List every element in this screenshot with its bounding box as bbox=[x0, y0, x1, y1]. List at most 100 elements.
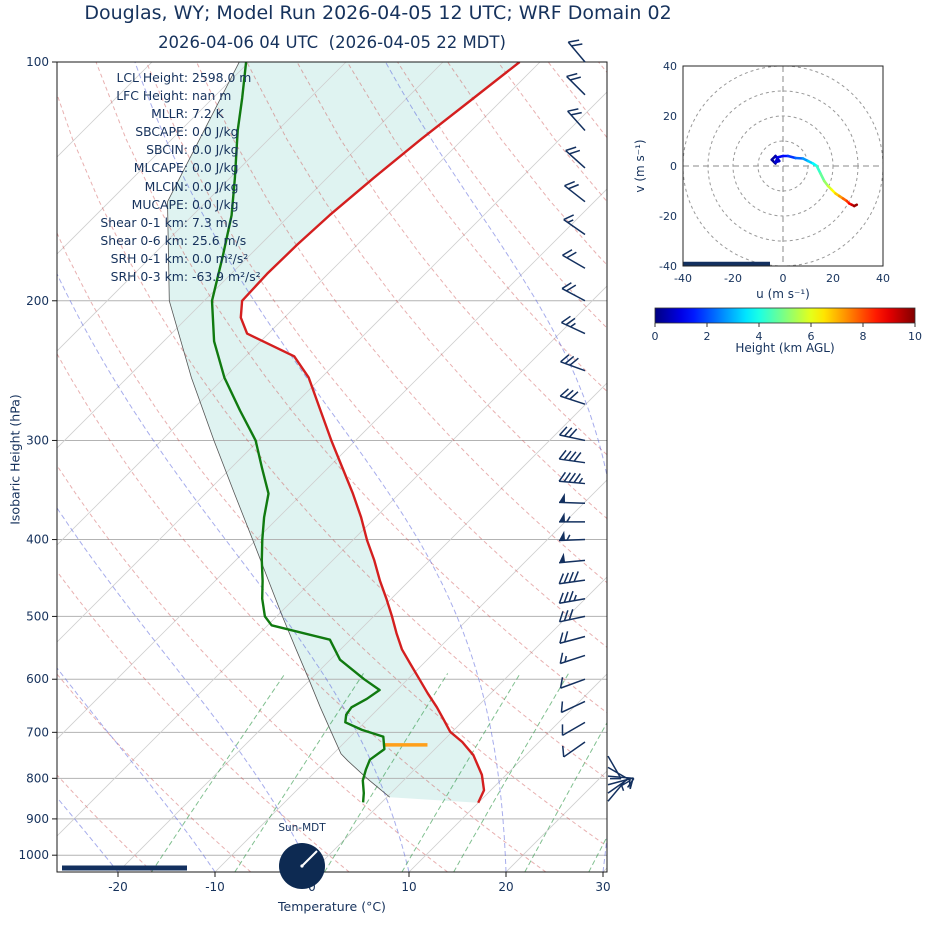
skewt-x-axis-label: Temperature (°C) bbox=[278, 899, 386, 914]
stat-label: Shear 0-1 km: bbox=[100, 214, 188, 230]
wind-barb bbox=[558, 609, 586, 623]
moist-adiabat-line bbox=[797, 62, 928, 872]
wind-barb bbox=[559, 631, 586, 644]
stat-label: MLCIN: bbox=[144, 178, 188, 194]
isotherm-gridline bbox=[57, 62, 444, 449]
y-tick-label: 300 bbox=[26, 433, 49, 447]
parcel-profile-line bbox=[167, 62, 390, 798]
wind-barb bbox=[559, 652, 586, 665]
height-colorbar: 0 2 4 6 8 10 bbox=[652, 307, 922, 343]
wind-barb bbox=[561, 315, 586, 335]
hodograph-y-tick-label: 0 bbox=[670, 160, 677, 173]
sounding-stats-panel: LCL Height: 2598.0 m LFC Height: nan m MLLR:… bbox=[60, 69, 261, 286]
stat-value: 0.0 J/kg bbox=[192, 124, 239, 140]
y-tick-label: 800 bbox=[26, 771, 49, 785]
stat-row: SBCIN: 0.0 J/kg bbox=[60, 141, 261, 159]
isotherm-gridline bbox=[408, 673, 607, 872]
stat-label: SRH 0-1 km: bbox=[110, 250, 188, 266]
mixing-ratio-line bbox=[151, 673, 286, 872]
dry-adiabat-line bbox=[547, 62, 607, 139]
dry-adiabat-line bbox=[397, 62, 607, 329]
colorbar-tick-label: 4 bbox=[756, 330, 763, 343]
wind-barb bbox=[607, 755, 622, 780]
y-tick-label: 500 bbox=[26, 609, 49, 623]
y-tick-label: 700 bbox=[26, 725, 49, 739]
hodograph-trace-segment bbox=[852, 203, 859, 208]
stat-label: MLCAPE: bbox=[133, 160, 188, 176]
skewt-axes: 100 200 300 400 500 600 700 800 900 1000 -20 -10 0 10… bbox=[18, 55, 610, 894]
wind-barb bbox=[563, 214, 586, 236]
mixing-ratio-line bbox=[234, 673, 364, 872]
colorbar-tick-label: 8 bbox=[860, 330, 867, 343]
stat-row: Shear 0-6 km: 25.6 m/s bbox=[60, 232, 261, 250]
wind-barb bbox=[559, 512, 585, 523]
dry-adiabat-line bbox=[447, 62, 607, 266]
dry-adiabat-line bbox=[145, 62, 607, 649]
stat-label: MUCAPE: bbox=[131, 196, 188, 212]
dry-adiabat-line bbox=[57, 92, 607, 780]
hodograph-trace-segment bbox=[819, 172, 826, 183]
stat-value: 0.0 m²/s² bbox=[192, 250, 249, 266]
wind-barb bbox=[558, 471, 586, 485]
hodograph-v-axis-label: v (m s⁻¹) bbox=[633, 139, 647, 193]
hodograph-range-ring bbox=[707, 90, 859, 242]
stat-row: SRH 0-1 km: 0.0 m²/s² bbox=[60, 250, 261, 268]
cin-shaded-area bbox=[167, 62, 520, 803]
dry-adiabat-line bbox=[196, 62, 607, 584]
y-tick-label: 900 bbox=[26, 812, 49, 826]
wind-barb bbox=[558, 571, 586, 585]
stat-value: 0.0 J/kg bbox=[192, 160, 239, 176]
hodograph-y-tick-label: 40 bbox=[663, 60, 677, 73]
y-tick-label: 1000 bbox=[18, 848, 49, 862]
hodograph-x-tick-label: 0 bbox=[780, 272, 787, 285]
stat-row: SRH 0-3 km: -63.9 m²/s² bbox=[60, 268, 261, 286]
mixing-ratio-line bbox=[453, 673, 570, 872]
stat-row: LFC Height: nan m bbox=[60, 87, 261, 105]
dry-adiabat-line bbox=[95, 62, 607, 714]
stat-row: SBCAPE: 0.0 J/kg bbox=[60, 123, 261, 141]
y-tick-label: 100 bbox=[26, 55, 49, 69]
hodograph-x-tick-label: -40 bbox=[674, 272, 692, 285]
stat-row: MLCIN: 0.0 J/kg bbox=[60, 178, 261, 196]
isotherm-gridline bbox=[117, 382, 607, 872]
isotherm-gridline bbox=[57, 285, 607, 837]
stat-value: 0.0 J/kg bbox=[192, 178, 239, 194]
wind-barb bbox=[562, 249, 586, 269]
moist-adiabat-line bbox=[57, 796, 119, 872]
wind-barb bbox=[567, 108, 586, 132]
x-tick-label: -20 bbox=[108, 880, 128, 894]
stat-value: 7.3 m/s bbox=[192, 214, 239, 230]
mixing-ratio-line bbox=[524, 721, 607, 872]
colorbar-gradient bbox=[654, 307, 916, 324]
stat-value: -63.9 m²/s² bbox=[192, 269, 261, 285]
moist-adiabat-line bbox=[385, 62, 607, 872]
x-tick-label: 20 bbox=[498, 880, 513, 894]
dry-adiabat-line bbox=[346, 62, 607, 393]
wind-barb bbox=[558, 449, 586, 464]
hodograph-x-tick-label: -20 bbox=[724, 272, 742, 285]
valid-time-subtitle: 2026-04-06 04 UTC (2026-04-05 22 MDT) bbox=[158, 33, 506, 52]
dry-adiabat-line bbox=[649, 62, 928, 872]
stat-label: SBCIN: bbox=[146, 142, 188, 158]
wind-barb bbox=[559, 388, 586, 405]
hodograph-u-axis-label: u (m s⁻¹) bbox=[756, 287, 810, 301]
wind-barb bbox=[559, 426, 586, 442]
page-title: Douglas, WY; Model Run 2026-04-05 12 UTC… bbox=[84, 2, 672, 24]
hodograph-y-tick-label: -40 bbox=[659, 260, 677, 273]
x-tick-label: 10 bbox=[401, 880, 416, 894]
hodograph-frame bbox=[682, 65, 884, 267]
stat-row: MLLR: 7.2 K bbox=[60, 105, 261, 123]
colorbar-label: Height (km AGL) bbox=[735, 341, 835, 355]
hodograph-range-ring bbox=[757, 140, 809, 192]
wind-barb bbox=[561, 741, 586, 758]
mixing-ratio-line bbox=[401, 673, 521, 872]
moist-adiabat-line bbox=[57, 507, 313, 872]
moist-adiabat-line bbox=[700, 62, 817, 872]
dry-adiabat-line bbox=[57, 231, 607, 847]
wind-barb bbox=[607, 780, 626, 802]
dry-adiabat-line bbox=[598, 62, 607, 74]
isotherm-gridline bbox=[57, 62, 541, 546]
stat-row: MUCAPE: 0.0 J/kg bbox=[60, 196, 261, 214]
